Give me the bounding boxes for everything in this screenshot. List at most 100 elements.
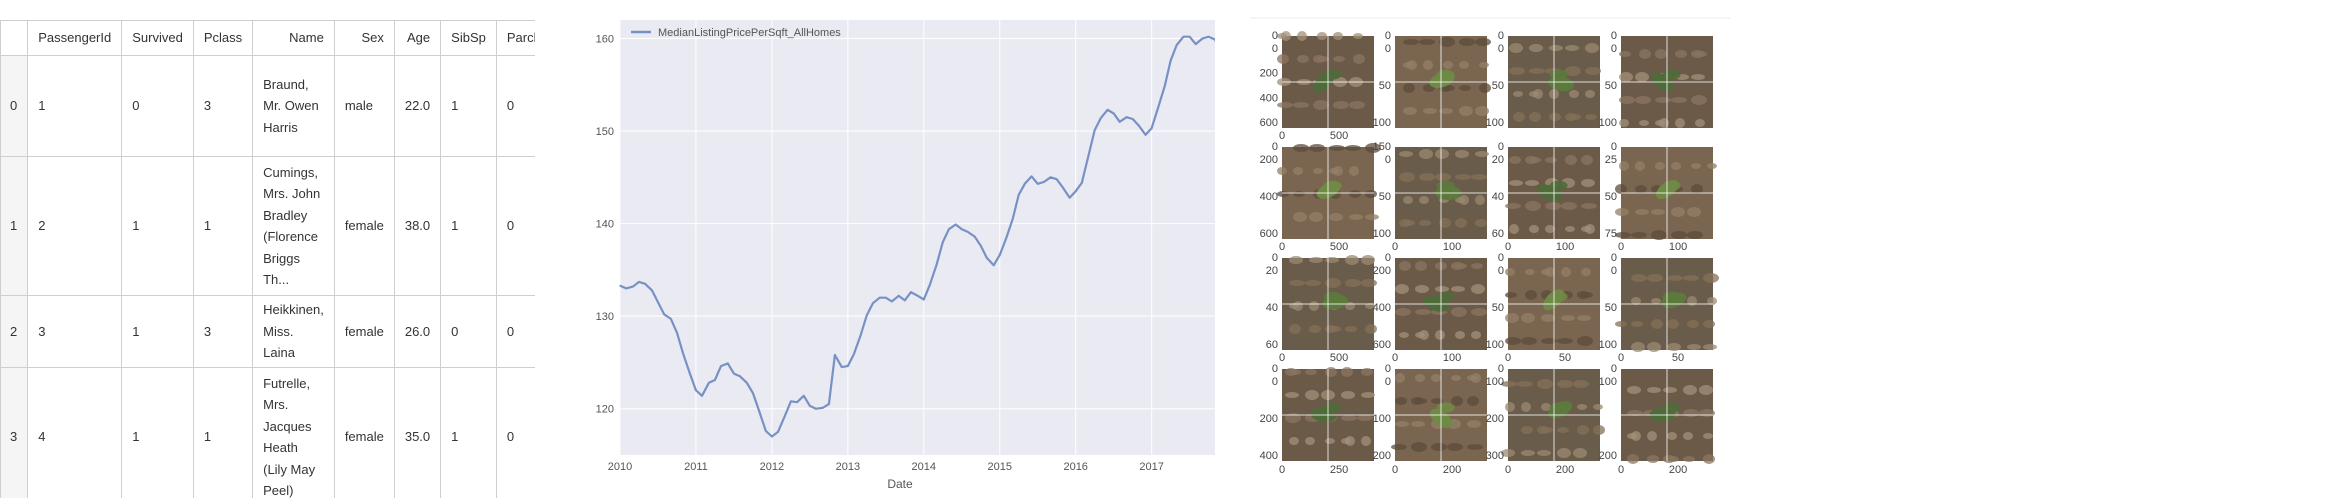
data-point xyxy=(1050,176,1052,178)
data-point xyxy=(1106,109,1109,111)
gravel-stone xyxy=(1439,37,1455,47)
panel-y-tick: 50 xyxy=(1379,80,1391,92)
panel-origin-label: 0 xyxy=(1611,141,1617,153)
data-point xyxy=(1138,124,1140,127)
gravel-stone xyxy=(1671,162,1681,170)
panel-x-tick: 0 xyxy=(1279,464,1285,476)
gravel-stone xyxy=(1407,60,1417,70)
gravel-stone xyxy=(1439,108,1453,114)
gravel-stone xyxy=(1471,263,1483,269)
gravel-stone xyxy=(1557,338,1573,344)
gravel-stone xyxy=(1325,367,1337,377)
data-point xyxy=(860,334,862,336)
gravel-stone xyxy=(1541,338,1557,344)
data-point xyxy=(1024,183,1026,185)
data-point xyxy=(796,401,798,403)
cell-passengerid: 2 xyxy=(27,156,123,296)
data-point xyxy=(1176,44,1178,46)
panel-x-tick: 200 xyxy=(1669,464,1687,476)
panel-x-tick: 250 xyxy=(1330,464,1348,476)
gravel-stone xyxy=(1635,209,1649,215)
data-point xyxy=(733,372,735,375)
seedling-leaf xyxy=(1549,402,1568,413)
header-parch: Parch xyxy=(495,20,535,56)
data-point xyxy=(1201,37,1204,40)
gravel-stone xyxy=(1289,369,1301,375)
panel-x-tick: 500 xyxy=(1330,241,1348,253)
gravel-stone xyxy=(1297,55,1309,63)
gravel-stone xyxy=(1619,119,1629,127)
gravel-stone xyxy=(1581,292,1593,298)
gravel-stone xyxy=(1585,67,1601,75)
gravel-stone xyxy=(1525,269,1535,275)
table-header: PassengerId Survived Pclass Name Sex Age… xyxy=(0,20,535,56)
data-point xyxy=(746,382,748,384)
gravel-stone xyxy=(1565,45,1579,51)
gravel-stone xyxy=(1459,38,1475,46)
gravel-stone xyxy=(1403,220,1415,226)
gravel-stone xyxy=(1411,442,1427,452)
data-point xyxy=(638,281,640,283)
seedling-leaf xyxy=(1323,69,1342,80)
data-point xyxy=(1214,38,1215,41)
gravel-stone xyxy=(1615,208,1629,216)
data-point xyxy=(720,365,722,367)
data-point xyxy=(676,332,678,334)
gravel-stone xyxy=(1289,324,1301,334)
gravel-stone xyxy=(1459,106,1473,116)
gravel-stone xyxy=(1667,456,1679,462)
gravel-stone xyxy=(1541,427,1553,433)
gravel-stone xyxy=(1671,207,1685,217)
gravel-stone xyxy=(1317,56,1329,62)
gravel-stone xyxy=(1635,72,1649,82)
seedling-leaf xyxy=(1662,291,1681,302)
data-point xyxy=(1163,86,1166,88)
panel-y-tick: 50 xyxy=(1379,191,1391,203)
data-point xyxy=(1144,134,1147,136)
gravel-stone xyxy=(1435,149,1449,159)
gravel-stone xyxy=(1557,427,1569,433)
gravel-stone xyxy=(1565,66,1581,76)
x-tick-label: 2012 xyxy=(760,461,784,473)
cell-parch: 0 xyxy=(495,295,535,368)
panel-y-tick: 100 xyxy=(1486,117,1504,129)
row-index: 2 xyxy=(0,295,29,368)
panel-y-tick: 0 xyxy=(1385,376,1391,388)
data-point xyxy=(1132,118,1134,120)
gravel-stone xyxy=(1475,151,1489,157)
gravel-stone xyxy=(1391,444,1407,450)
gravel-stone xyxy=(1655,49,1667,59)
gravel-stone xyxy=(1293,212,1307,222)
gravel-stone xyxy=(1471,284,1485,294)
gravel-stone xyxy=(1325,257,1339,263)
gravel-stone xyxy=(1399,172,1415,182)
y-tick-label: 120 xyxy=(596,404,614,416)
y-tick-label: 130 xyxy=(596,311,614,323)
seedling-leaf xyxy=(1662,180,1681,191)
table-body: 0 1 0 3 Braund, Mr. Owen Harris male 22.… xyxy=(0,55,535,498)
gravel-stone xyxy=(1691,184,1703,194)
gravel-stone xyxy=(1475,106,1489,116)
gravel-stone xyxy=(1309,301,1319,311)
panel-origin-label: 0 xyxy=(1272,252,1278,264)
gravel-stone xyxy=(1647,431,1657,441)
gravel-stone xyxy=(1365,324,1377,334)
gravel-stone xyxy=(1529,68,1545,74)
header-row: PassengerId Survived Pclass Name Sex Age… xyxy=(0,20,535,56)
y-tick-label: 150 xyxy=(596,126,614,138)
gravel-stone xyxy=(1475,219,1487,227)
gravel-stone xyxy=(1361,392,1375,398)
data-point xyxy=(695,389,697,391)
panel-x-tick: 0 xyxy=(1392,352,1398,364)
gravel-stone xyxy=(1699,409,1715,417)
gravel-stone xyxy=(1475,195,1485,205)
panel-y-tick: 400 xyxy=(1373,302,1391,314)
gravel-stone xyxy=(1415,398,1427,404)
gravel-stone xyxy=(1505,337,1521,345)
panel-x-tick: 0 xyxy=(1392,464,1398,476)
gravel-stone xyxy=(1525,201,1541,211)
gravel-stone xyxy=(1395,284,1409,294)
seedling-leaf xyxy=(1436,180,1455,191)
